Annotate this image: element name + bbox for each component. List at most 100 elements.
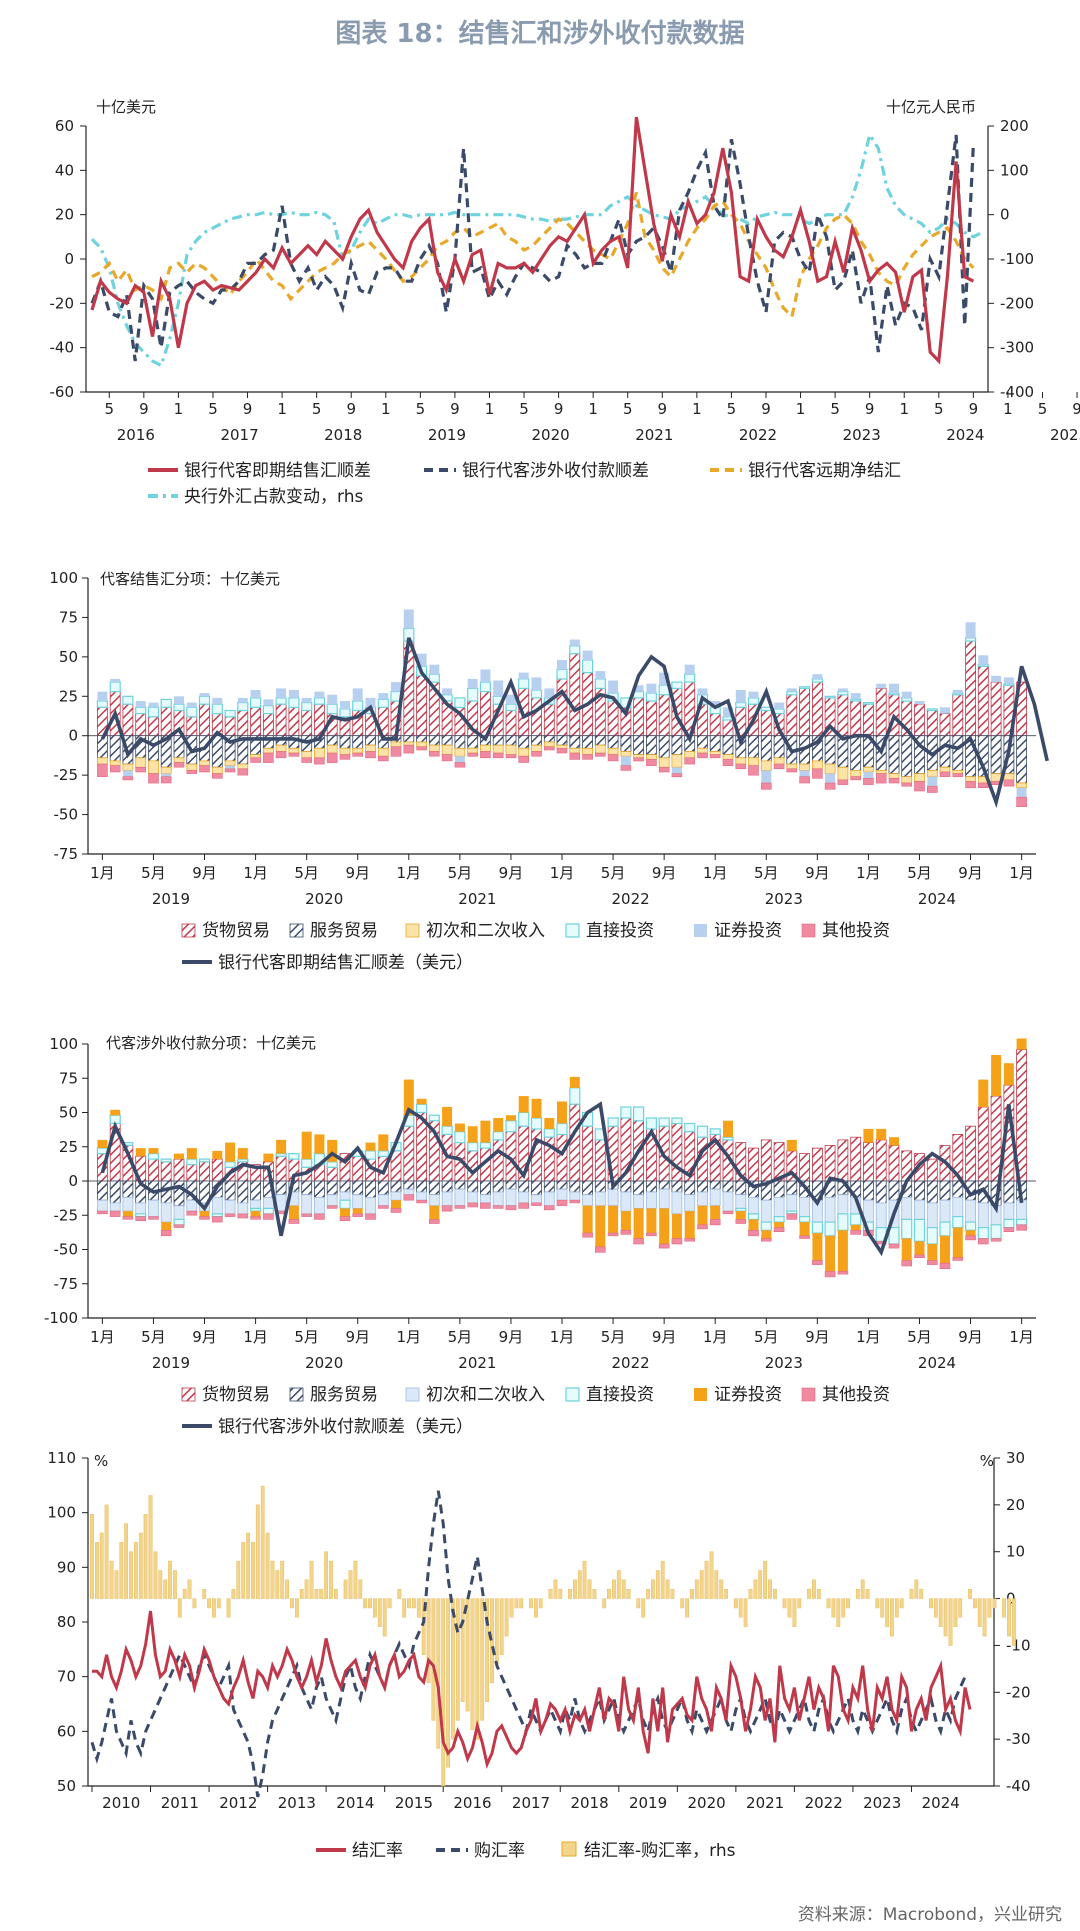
p2-bar-portfolio xyxy=(965,622,976,638)
p2-bar-other xyxy=(467,752,479,757)
p3-bar-income xyxy=(428,1194,440,1207)
series-pboc-fx xyxy=(90,130,983,368)
p2-bar-services xyxy=(709,735,721,752)
panel-4-diff-bar xyxy=(982,1598,987,1637)
p3-legend-portfolio: 证券投资 xyxy=(714,1385,782,1405)
p2-bar-income xyxy=(275,744,287,752)
p2-bar-direct xyxy=(684,673,696,683)
p2-bar-services xyxy=(518,735,530,749)
panel-4-diff-bar xyxy=(470,1598,475,1730)
p3-bar-other xyxy=(569,1199,581,1204)
p2-bar-income xyxy=(633,754,644,759)
p3-bar-other xyxy=(263,1213,274,1220)
p3-bar-portfolio xyxy=(237,1148,248,1160)
panel-4-diff-bar xyxy=(309,1560,314,1599)
panel-1-left-unit: 十亿美元 xyxy=(96,98,156,116)
p2-legend-income: 初次和二次收入 xyxy=(426,921,545,941)
p2-bar-income xyxy=(607,747,619,755)
panel-4-diff-bar xyxy=(329,1560,333,1599)
p3-month-tick: 1月 xyxy=(550,1328,575,1346)
p2-bar-other xyxy=(901,782,913,787)
panel-4-diff-bar xyxy=(109,1560,114,1599)
p3-bar-income xyxy=(875,1202,887,1229)
panel-4-diff-bar xyxy=(685,1598,690,1618)
p2-bar-direct xyxy=(1003,683,1015,686)
legend-swatch-rate-diff xyxy=(561,1841,577,1857)
p2-bar-services xyxy=(441,735,453,746)
p3-bar-income xyxy=(505,1188,517,1206)
p2-bar-other xyxy=(428,751,440,757)
panel-1-month-tick: 9 xyxy=(1072,400,1080,418)
p2-bar-portfolio xyxy=(110,678,121,683)
p3-bar-other xyxy=(594,1246,606,1253)
panel-4-right-unit: % xyxy=(980,1452,994,1470)
panel-4-diff-bar xyxy=(680,1598,685,1609)
panel-4-diff-bar xyxy=(534,1598,538,1618)
panel-4-diff-bar xyxy=(660,1560,665,1599)
p3-bar-income xyxy=(135,1202,147,1215)
p2-month-tick: 5月 xyxy=(907,864,932,882)
p2-bar-direct xyxy=(237,701,249,712)
panel-1-month-tick: 5 xyxy=(519,400,529,418)
p3-bar-services xyxy=(403,1180,415,1190)
p2-bar-other xyxy=(914,781,925,792)
panel-4-year-label: 2014 xyxy=(336,1794,374,1812)
p3-bar-direct xyxy=(211,1213,223,1218)
p3-bar-portfolio xyxy=(518,1096,529,1113)
p3-bar-portfolio xyxy=(327,1139,338,1162)
p2-bar-income xyxy=(288,747,300,754)
p3-bar-direct xyxy=(888,1226,900,1245)
p2-bar-goods xyxy=(633,697,644,737)
panel-1-month-tick: 5 xyxy=(830,400,840,418)
p2-bar-services xyxy=(658,735,670,759)
p3-bar-goods xyxy=(594,1139,606,1182)
p3-bar-other xyxy=(288,1219,300,1224)
p3-bar-direct xyxy=(658,1117,670,1127)
p3-bar-goods xyxy=(199,1161,210,1182)
p3-bar-direct xyxy=(377,1150,389,1158)
p3-year-label: 2019 xyxy=(152,1354,190,1372)
p2-bar-portfolio xyxy=(697,688,708,695)
p3-month-tick: 9月 xyxy=(192,1328,217,1346)
p2-bar-other xyxy=(109,765,121,773)
p2-bar-income xyxy=(531,744,542,752)
p3-bar-other xyxy=(480,1202,491,1209)
p2-bar-portfolio xyxy=(250,690,261,698)
p2-bar-other xyxy=(582,754,593,760)
panel-4-diff-bar xyxy=(909,1588,914,1599)
p3-bar-other xyxy=(428,1219,440,1224)
p3-bar-services xyxy=(339,1180,351,1193)
p3-bar-other xyxy=(1003,1227,1015,1232)
panel-4-chart: % % 11010090807060503020100-10-20-30-402… xyxy=(47,1449,1030,1861)
panel-4-year-label: 2016 xyxy=(453,1794,491,1812)
panel-4-diff-bar xyxy=(402,1598,407,1618)
p3-bar-portfolio xyxy=(735,1211,746,1220)
panel-4-diff-bar xyxy=(880,1598,885,1618)
panel-4-diff-bar xyxy=(621,1579,626,1599)
p2-bar-direct xyxy=(632,690,645,699)
p2-bar-services xyxy=(760,735,772,762)
p3-bar-other xyxy=(620,1230,632,1235)
panel-1-month-tick: 5 xyxy=(623,400,633,418)
p3-bar-portfolio xyxy=(863,1128,874,1143)
panel-4-diff-bar xyxy=(655,1570,660,1599)
p3-bar-services xyxy=(237,1180,249,1204)
panel-4-diff-bar xyxy=(246,1532,250,1599)
p3-bar-goods xyxy=(275,1155,287,1182)
panel-1-month-tick: 1 xyxy=(899,400,909,418)
p3-y-tick: -25 xyxy=(54,1206,79,1224)
panel-4-diff-bar xyxy=(490,1598,494,1684)
p2-bar-income xyxy=(901,776,913,784)
p3-bar-other xyxy=(926,1260,938,1265)
p3-bar-direct xyxy=(671,1117,683,1125)
p3-bar-direct xyxy=(543,1128,555,1138)
p2-bar-portfolio xyxy=(365,697,376,708)
panel-4-diff-bar xyxy=(182,1588,187,1599)
panel-4-diff-bar xyxy=(187,1579,192,1599)
panel-4-diff-bar xyxy=(441,1598,446,1787)
p2-bar-goods xyxy=(122,703,134,737)
p3-bar-portfolio xyxy=(263,1153,274,1162)
p2-bar-income xyxy=(722,754,734,760)
panel-4-diff-bar xyxy=(275,1570,280,1599)
panel-1-chart: 十亿美元 十亿元人民币 6040200-20-40-602001000-100-… xyxy=(50,98,1080,507)
